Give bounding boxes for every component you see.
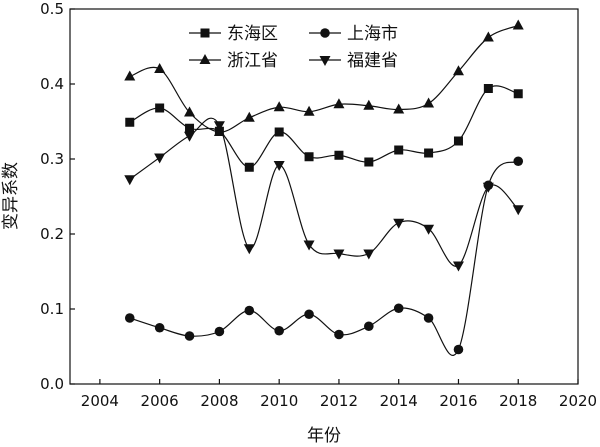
- data-point-series-1: [244, 162, 254, 172]
- data-point-series-2: [393, 303, 404, 314]
- data-point-series-2: [453, 344, 464, 355]
- data-point-series-1: [453, 136, 463, 146]
- y-tick-label: 0.3: [40, 150, 64, 168]
- data-point-series-3: [154, 63, 166, 73]
- data-point-series-3: [243, 111, 255, 122]
- x-tick-label: 2012: [320, 392, 358, 410]
- data-point-series-3: [124, 70, 136, 81]
- legend-label: 浙江省: [227, 51, 278, 71]
- y-tick-label: 0.0: [40, 375, 64, 393]
- y-tick-label: 0.4: [40, 75, 64, 93]
- data-point-series-1: [155, 103, 165, 113]
- data-point-series-2: [423, 313, 434, 323]
- x-tick-label: 2008: [200, 392, 238, 410]
- data-point-series-3: [184, 106, 196, 117]
- data-point-series-4: [303, 240, 315, 251]
- data-point-series-2: [124, 313, 135, 323]
- data-point-series-1: [274, 127, 284, 137]
- data-point-series-4: [393, 218, 405, 229]
- plot-frame: [69, 8, 579, 385]
- data-point-series-4: [273, 161, 285, 171]
- data-point-series-3: [423, 97, 435, 108]
- data-point-series-3: [363, 99, 375, 110]
- data-point-series-4: [184, 131, 196, 142]
- data-point-series-2: [513, 156, 524, 167]
- legend-marker: [319, 56, 331, 66]
- x-tick-label: 2018: [499, 392, 537, 410]
- data-point-series-3: [333, 98, 345, 109]
- data-point-series-1: [513, 89, 523, 99]
- x-tick-label: 2006: [141, 392, 179, 410]
- series-line-2: [129, 160, 519, 356]
- legend-label: 福建省: [347, 51, 398, 71]
- x-axis-title: 年份: [307, 426, 341, 446]
- x-tick-label: 2010: [260, 392, 298, 410]
- x-tick-label: 2004: [81, 392, 119, 410]
- data-point-series-3: [303, 105, 315, 116]
- legend-label: 上海市: [347, 24, 398, 44]
- legend-marker: [199, 54, 211, 64]
- data-point-series-3: [512, 19, 524, 30]
- data-point-series-4: [423, 224, 435, 235]
- y-axis-title: 变异系数: [1, 162, 21, 230]
- data-point-series-4: [243, 244, 255, 255]
- data-point-series-2: [154, 322, 165, 333]
- data-point-series-1: [424, 148, 434, 158]
- data-point-series-4: [333, 249, 345, 260]
- x-tick-label: 2014: [380, 392, 418, 410]
- data-point-series-2: [184, 331, 195, 341]
- data-point-series-4: [154, 153, 166, 164]
- x-tick-label: 2016: [439, 392, 477, 410]
- legend-marker: [320, 28, 330, 38]
- data-point-series-2: [214, 326, 225, 337]
- data-point-series-1: [125, 117, 135, 127]
- data-point-series-1: [334, 150, 344, 160]
- data-point-series-3: [452, 65, 464, 76]
- data-point-series-4: [512, 205, 524, 216]
- axis-ticks: 2004 2006 2008 2010 2012 2014 2016 2018 2020 0.0 0…: [40, 0, 597, 410]
- data-point-series-1: [364, 157, 374, 167]
- data-point-series-4: [363, 249, 375, 260]
- y-tick-label: 0.5: [40, 0, 64, 18]
- series-markers: [124, 19, 524, 355]
- data-point-series-2: [334, 329, 344, 340]
- data-point-series-1: [483, 84, 493, 93]
- data-point-series-4: [452, 261, 464, 272]
- data-point-series-2: [304, 309, 314, 320]
- x-tick-label: 2020: [559, 392, 597, 410]
- y-tick-label: 0.1: [40, 300, 64, 318]
- data-point-series-3: [482, 31, 494, 42]
- data-point-series-2: [364, 321, 374, 332]
- legend-marker: [200, 28, 210, 38]
- data-point-series-3: [393, 103, 405, 114]
- data-point-series-4: [124, 175, 136, 186]
- data-point-series-4: [213, 121, 225, 132]
- data-point-series-4: [482, 182, 494, 193]
- data-point-series-1: [394, 145, 404, 155]
- data-point-series-1: [185, 123, 195, 133]
- legend-label: 东海区: [227, 24, 278, 44]
- y-tick-label: 0.2: [40, 225, 64, 243]
- data-point-series-2: [274, 325, 284, 336]
- data-point-series-2: [244, 305, 255, 316]
- data-point-series-1: [304, 152, 314, 162]
- data-point-series-3: [273, 101, 285, 112]
